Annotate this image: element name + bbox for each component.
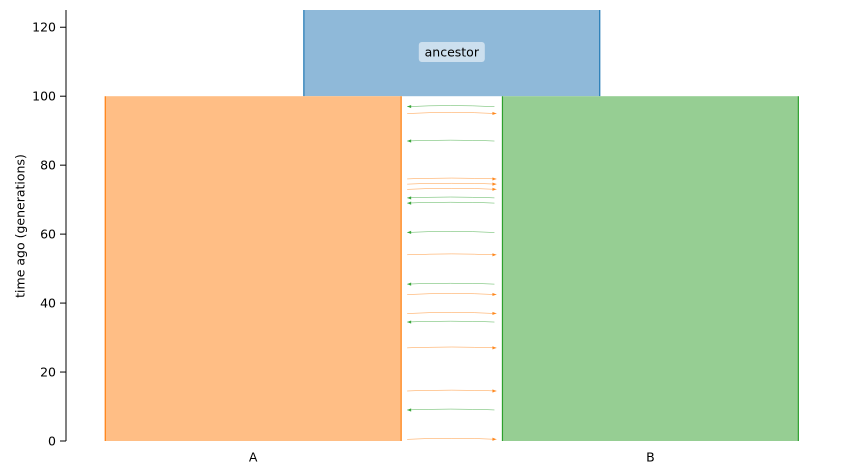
migration-line (407, 112, 497, 114)
migration-arrowhead (492, 182, 497, 186)
y-axis-title: time ago (generations) (13, 154, 28, 298)
migration-arrowhead (407, 320, 412, 324)
migration-arrowhead (407, 139, 412, 143)
deme-label-ancestor: ancestor (425, 45, 480, 60)
migration-line (407, 188, 497, 190)
y-tick-label: 20 (40, 365, 56, 380)
migration-line (407, 312, 497, 314)
y-tick-label: 40 (40, 296, 56, 311)
migration-line (407, 105, 495, 107)
migration-arrowhead (492, 346, 497, 350)
migration-line (407, 438, 497, 440)
migration-line (407, 320, 495, 323)
y-axis: 0 20 40 60 80 100 120 (32, 10, 67, 449)
migration-arrowhead (407, 282, 412, 286)
migration-arrowhead (492, 437, 497, 441)
y-tick-label: 100 (32, 89, 56, 104)
migration-arrowhead (407, 408, 412, 412)
migration-line (407, 253, 497, 256)
migration-arrowhead (407, 196, 412, 200)
migration-line (407, 346, 497, 349)
migration-arrowhead (407, 230, 412, 234)
migration-line (407, 231, 495, 233)
migration-line (407, 139, 495, 142)
y-tick-label: 80 (40, 158, 56, 173)
migration-arrowhead (407, 201, 412, 205)
migration-arrowhead (492, 187, 497, 191)
migration-line (407, 282, 495, 285)
deme-A (105, 96, 402, 441)
migration-arrowhead (492, 111, 497, 116)
migration-line (407, 293, 497, 295)
migration-arrowhead (492, 311, 497, 316)
migration-line (407, 389, 497, 392)
deme-B (502, 96, 799, 441)
migration-line (407, 177, 497, 180)
migration-arrowhead (492, 292, 497, 297)
migration-line (407, 196, 495, 199)
migration-line (407, 182, 497, 185)
migrations-layer (407, 104, 497, 441)
migration-line (407, 201, 495, 204)
migration-arrowhead (492, 389, 497, 393)
migration-line (407, 408, 495, 411)
x-tick-label-A: A (249, 450, 258, 465)
migration-arrowhead (407, 104, 412, 109)
labels-layer: ancestor A B (249, 42, 655, 465)
migration-arrowhead (492, 177, 497, 181)
demes-layer (104, 10, 799, 441)
y-tick-label: 0 (48, 434, 56, 449)
x-tick-label-B: B (646, 450, 655, 465)
deme-label-box-ancestor (418, 42, 485, 62)
y-tick-label: 120 (32, 20, 56, 35)
migration-arrowhead (492, 253, 497, 257)
y-tick-label: 60 (40, 227, 56, 242)
